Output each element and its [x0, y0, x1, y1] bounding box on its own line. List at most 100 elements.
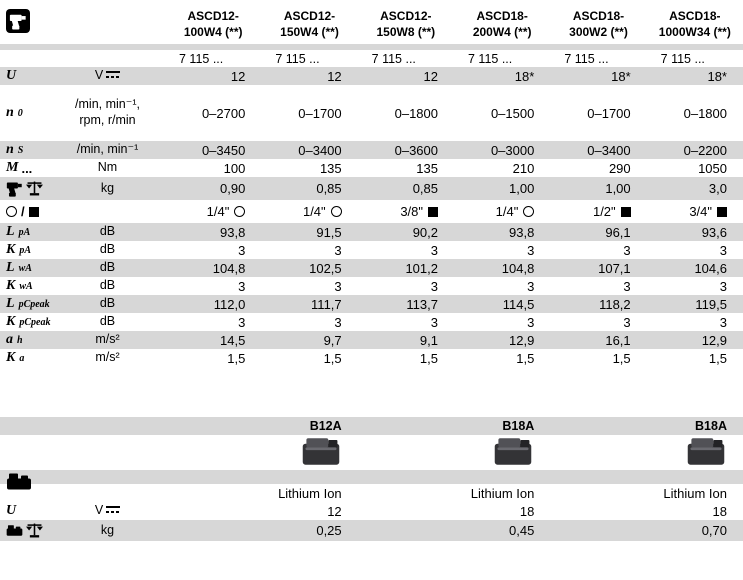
- value-vibration: 16,1: [605, 332, 631, 348]
- quantity-symbol: K: [6, 278, 16, 293]
- row-unit-weight: kg: [100, 180, 115, 195]
- model-header: ASCD18- 200W4 (**): [472, 8, 532, 39]
- value-voltage: 12: [423, 68, 438, 84]
- battery-weight-value: 0,25: [316, 523, 342, 538]
- value-voltage: 18*: [514, 68, 535, 84]
- value-impact-rate: 0–3000: [490, 142, 535, 158]
- battery-name: B12A: [309, 419, 342, 433]
- dc-voltage-icon: [106, 70, 121, 80]
- value-voltage: 12: [230, 68, 246, 84]
- quantity-symbol: L: [6, 296, 15, 311]
- value-impact-rate: 0–3400: [298, 142, 342, 158]
- quantity-subscript: 0: [17, 107, 23, 119]
- value-peak-sound-uncertainty: 3: [527, 314, 535, 330]
- quantity-symbol: K: [6, 350, 16, 365]
- value-impact-rate: 0–2200: [683, 142, 727, 158]
- value-no-load-speed: 0–1800: [394, 105, 438, 121]
- order-number: 7 115 ...: [468, 51, 513, 66]
- value-weight: 0,90: [220, 181, 246, 196]
- value-impact-rate: 0–3600: [394, 142, 438, 158]
- battery-weight-icons: [0, 522, 50, 539]
- value-peak-sound-pressure: 112,0: [213, 296, 246, 312]
- battery-image-cell: [165, 435, 358, 470]
- value-vibration-uncertainty: 1,5: [612, 350, 631, 366]
- battery-image-row: [0, 435, 743, 470]
- row-vibration: a h m/s² 14,5 9,7 9,1 12,9 16,1 12,9: [0, 331, 743, 349]
- quantity-subscript: wA: [19, 280, 33, 292]
- quantity-suffix: ...: [21, 160, 33, 176]
- square-drive-icon: [620, 207, 631, 217]
- value-sound-pressure-uncertainty: 3: [719, 242, 727, 258]
- row-unit-peak-sound-uncertainty: dB: [99, 314, 116, 329]
- row-weight: kg 0,90 0,85 0,85 1,00 1,00 3,0: [0, 177, 743, 200]
- value-vibration: 14,5: [220, 332, 246, 348]
- battery-name-row: B12A B18A B18A: [0, 417, 743, 435]
- model-header: ASCD12- 100W4 (**): [183, 8, 243, 39]
- value-sound-power-uncertainty: 3: [430, 278, 438, 294]
- battery-voltage-unit: V: [50, 503, 165, 519]
- battery-chemistry: Lithium Ion: [470, 485, 535, 501]
- battery-image-cell: [358, 435, 551, 470]
- row-label-weight: [0, 180, 50, 197]
- model-header: ASCD18- 300W2 (**): [569, 8, 628, 39]
- value-peak-sound-pressure: 111,7: [311, 296, 342, 312]
- impact-driver-icon: [6, 180, 23, 197]
- battery-weight-unit: kg: [100, 522, 115, 537]
- battery-spec-table: B12A B18A B18A Lithium Ion Lithium Ion Lithiu…: [0, 417, 743, 541]
- battery-voltage-label: U: [0, 503, 50, 519]
- model-header-row: ASCD12- 100W4 (**) ASCD12- 150W4 (**) ASCD12…: [0, 0, 743, 44]
- value-no-load-speed: 0–1500: [490, 105, 535, 121]
- hex-socket-icon: [330, 206, 342, 217]
- battery-chemistry: Lithium Ion: [663, 485, 727, 501]
- row-no-load-speed: n 0/min, min⁻¹, rpm, r/min 0–2700 0–1700 0–1…: [0, 85, 743, 141]
- row-unit-sound-power-level: dB: [99, 260, 116, 275]
- row-unit-sound-power-uncertainty: dB: [99, 278, 116, 293]
- value-max-torque: 1050: [698, 160, 727, 176]
- row-label-max-torque: M...: [0, 160, 50, 176]
- quantity-subscript: wA: [18, 262, 32, 274]
- battery-name: B18A: [502, 419, 535, 433]
- row-unit-sound-pressure-uncertainty: dB: [99, 242, 116, 257]
- battery-pack-image: [300, 435, 342, 467]
- value-vibration-uncertainty: 1,5: [227, 350, 246, 366]
- value-peak-sound-pressure: 113,7: [406, 296, 438, 312]
- battery-weight-value: 0,45: [509, 523, 535, 538]
- hex-socket-icon: [523, 206, 535, 217]
- value-tool-holder: 1/4": [261, 204, 357, 219]
- value-vibration-uncertainty: 1,5: [516, 350, 535, 366]
- battery-weight-value: 0,70: [701, 523, 727, 538]
- value-sound-pressure-level: 90,2: [412, 224, 438, 240]
- quantity-subscript: pA: [19, 244, 32, 256]
- quantity-symbol: L: [6, 224, 15, 239]
- quantity-subscript: h: [17, 334, 23, 346]
- value-vibration: 9,1: [419, 332, 438, 348]
- value-sound-power-level: 104,8: [212, 260, 246, 276]
- value-max-torque: 135: [416, 160, 438, 176]
- order-number: 7 115 ...: [564, 51, 609, 66]
- value-no-load-speed: 0–1800: [683, 105, 727, 121]
- row-unit-vibration-uncertainty: m/s²: [95, 350, 120, 365]
- hex-socket-icon: [6, 206, 17, 217]
- value-sound-pressure-uncertainty: 3: [623, 242, 631, 258]
- value-sound-power-uncertainty: 3: [238, 278, 246, 294]
- header-separator: [0, 44, 743, 50]
- value-weight: 1,00: [509, 181, 535, 196]
- value-weight: 1,00: [605, 181, 631, 196]
- order-number: 7 115 ...: [660, 51, 705, 66]
- battery-voltage-value: 18: [519, 503, 535, 519]
- battery-weight-row: kg 0,25 0,45 0,70: [0, 520, 743, 541]
- quantity-symbol: K: [6, 242, 16, 257]
- value-tool-holder: 1/2": [550, 204, 646, 219]
- quantity-symbol: a: [6, 332, 13, 347]
- battery-pack-icon: [6, 472, 32, 491]
- value-weight: 0,85: [316, 181, 342, 196]
- quantity-subscript: pCpeak: [19, 316, 51, 328]
- hex-socket-icon: [234, 206, 246, 217]
